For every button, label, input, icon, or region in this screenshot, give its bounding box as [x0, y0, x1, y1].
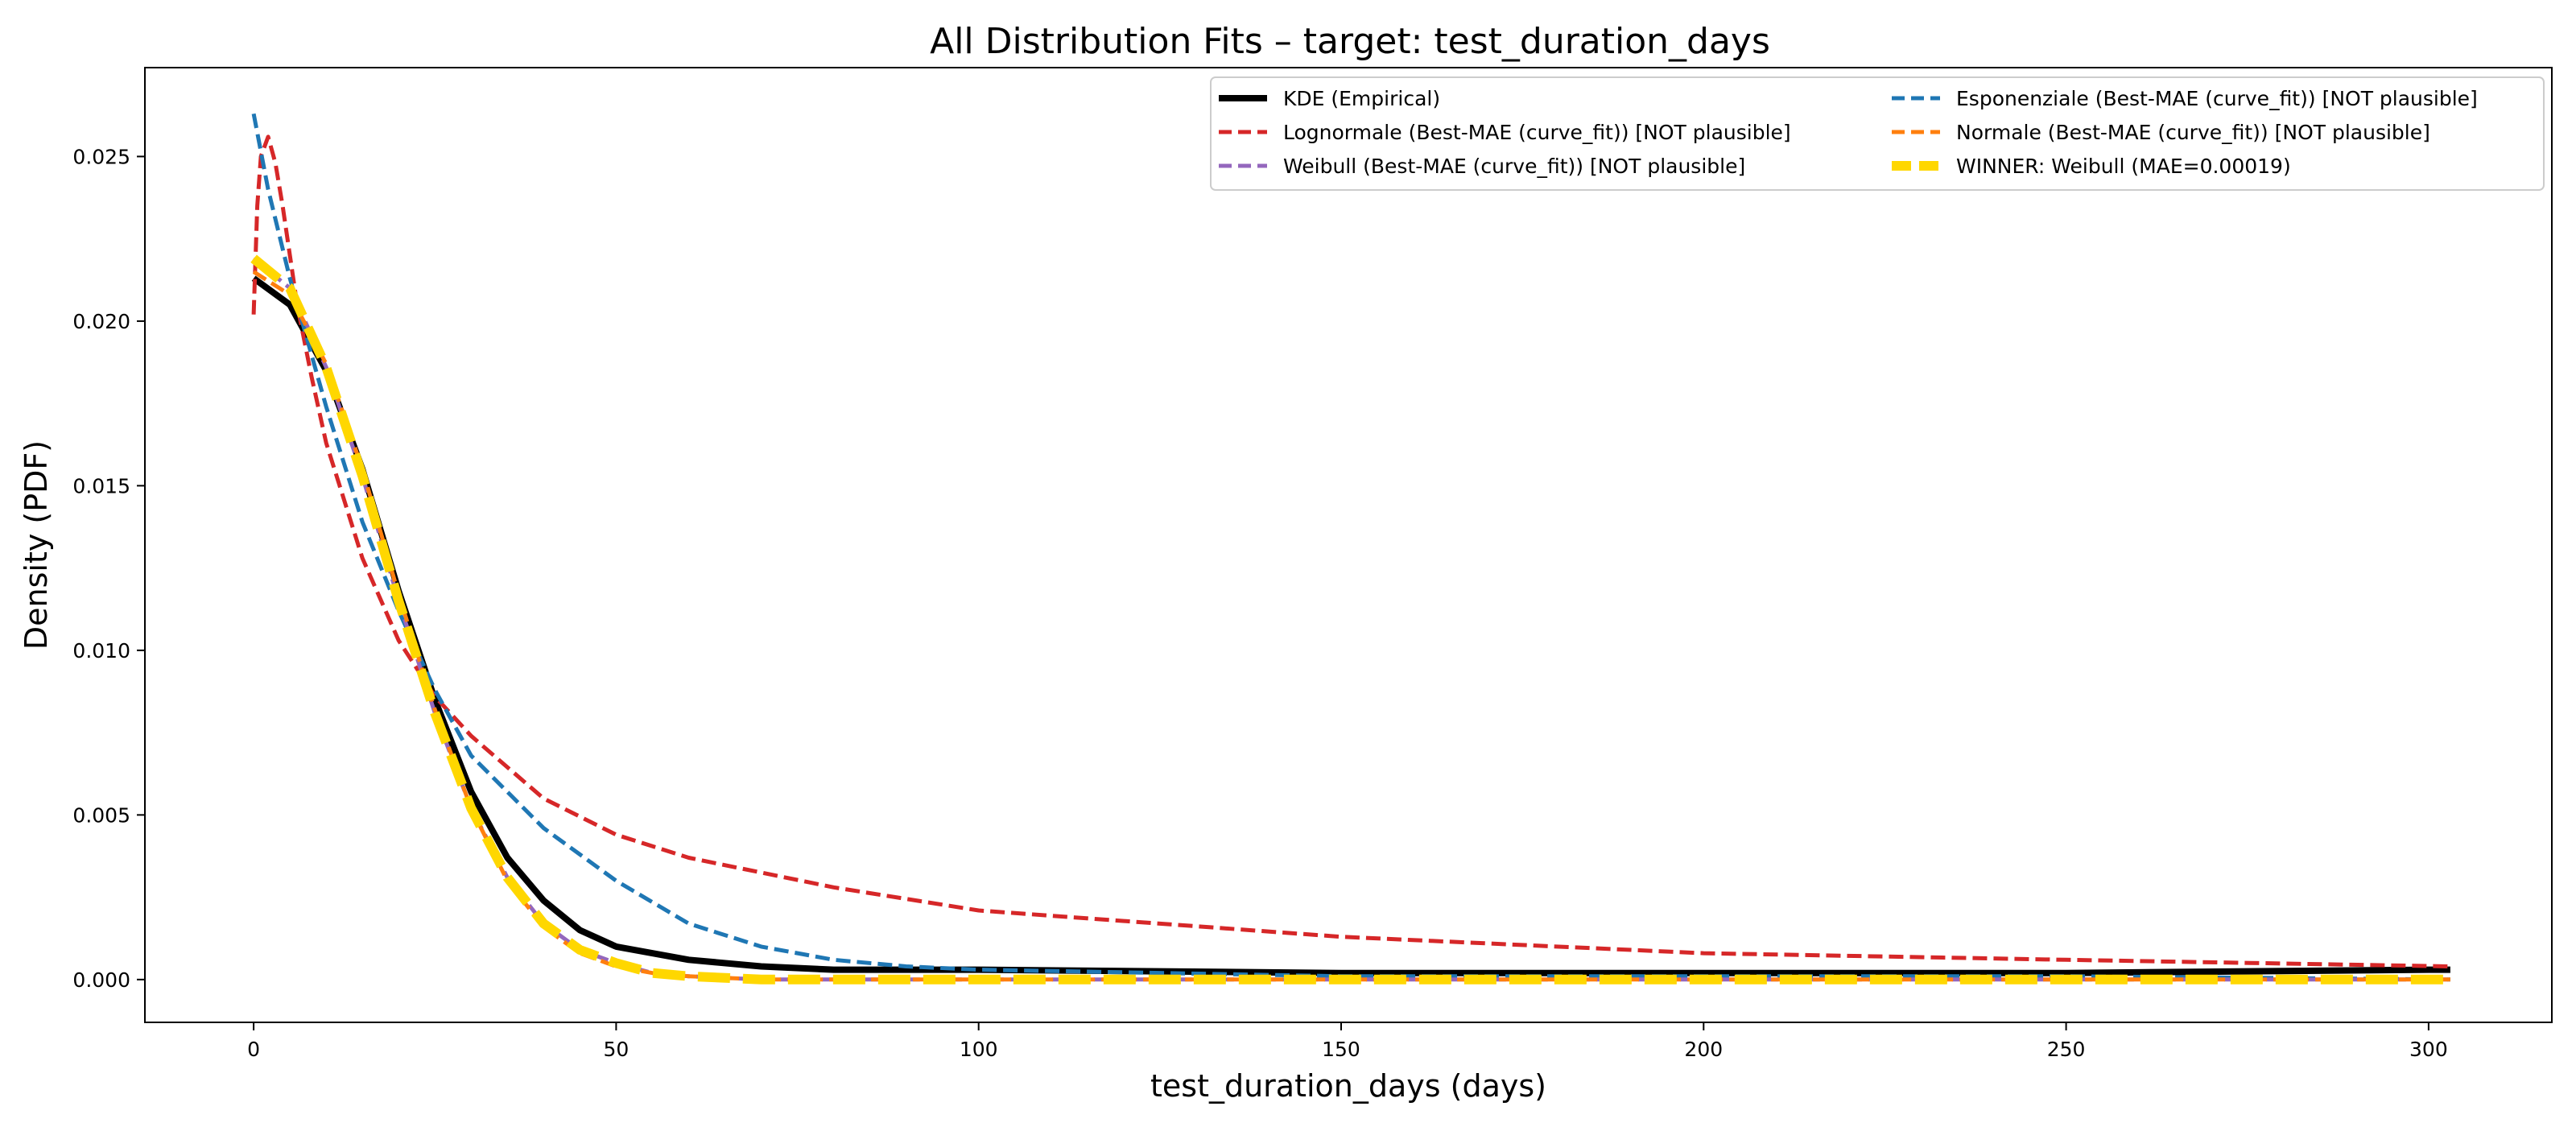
y-axis-label: Density (PDF) [19, 440, 54, 650]
series-line-lognormale-best-mae-curve-fit-not-plausible [251, 134, 2450, 968]
legend: KDE (Empirical) Lognormale (Best-MAE (cur… [1210, 76, 2545, 191]
y-tick-label: 0.015 [72, 474, 130, 497]
x-tick-label: 50 [603, 1038, 629, 1061]
y-tick-label: 0.020 [72, 310, 130, 333]
plot-frame [144, 67, 2553, 1023]
legend-label-normale-best-mae-curve-fit-not-plausible: Normale (Best-MAE (curve_fit)) [NOT plau… [1956, 121, 2430, 144]
x-tick-label: 100 [960, 1038, 998, 1061]
series-line-normale-best-mae-curve-fit-not-plausible [252, 270, 2450, 982]
legend-label-esponenziale-best-mae-curve-fit-not-plausible: Esponenziale (Best-MAE (curve_fit)) [NOT… [1956, 87, 2478, 110]
x-tick-label: 250 [2047, 1038, 2086, 1061]
y-tick-label: 0.005 [72, 803, 130, 827]
y-tick-label: 0.000 [72, 968, 130, 992]
legend-label-weibull-best-mae-curve-fit-not-plausible: Weibull (Best-MAE (curve_fit)) [NOT plau… [1283, 155, 1745, 178]
y-tick-label: 0.010 [72, 639, 130, 663]
series-line-weibull-best-mae-curve-fit-not-plausible [252, 257, 2450, 982]
x-tick-label: 200 [1684, 1038, 1723, 1061]
legend-label-lognormale-best-mae-curve-fit-not-plausible: Lognormale (Best-MAE (curve_fit)) [NOT p… [1283, 121, 1791, 144]
series-layer [250, 113, 2450, 985]
legend-label-winner-weibull-mae-0-00019: WINNER: Weibull (MAE=0.00019) [1956, 155, 2291, 178]
x-tick-label: 150 [1322, 1038, 1360, 1061]
ticks-layer: 0 50 100 150 200 250 300 0.000 0.005 0.010 0.015 0.… [72, 145, 2447, 1061]
x-tick-label: 0 [247, 1038, 260, 1061]
x-axis-label: test_duration_days (days) [1150, 1068, 1546, 1104]
legend-frame [1210, 76, 2545, 191]
y-tick-label: 0.025 [72, 145, 130, 168]
x-tick-label: 300 [2409, 1038, 2448, 1061]
legend-label-kde-empirical: KDE (Empirical) [1283, 87, 1440, 110]
chart-title: All Distribution Fits – target: test_dur… [930, 21, 1770, 62]
legend-entries: KDE (Empirical) Lognormale (Best-MAE (cur… [1219, 87, 2478, 178]
